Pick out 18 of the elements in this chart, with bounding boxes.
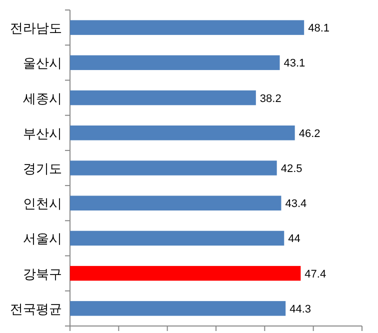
y-tick-label: 전라남도 [10, 20, 62, 36]
data-label: 44.3 [290, 303, 312, 316]
data-label: 42.5 [280, 163, 302, 175]
y-tick-label: 전국평균 [10, 301, 62, 316]
y-tick-label: 강북구 [23, 266, 62, 282]
data-label: 43.1 [284, 58, 306, 70]
data-label: 46.2 [298, 128, 320, 140]
y-tick-label: 서울시 [23, 231, 62, 246]
data-label: 48.1 [308, 22, 330, 35]
y-tick-label: 울산시 [23, 56, 62, 71]
data-label: 38.2 [260, 92, 282, 105]
data-label: 47.4 [304, 268, 326, 280]
y-tick-label: 인천시 [23, 196, 62, 212]
data-label: 44 [288, 233, 300, 246]
y-tick-label: 부산시 [23, 126, 62, 141]
y-tick-label: 세종시 [23, 90, 62, 106]
data-label: 43.4 [285, 198, 307, 210]
y-tick-label: 경기도 [23, 161, 62, 176]
